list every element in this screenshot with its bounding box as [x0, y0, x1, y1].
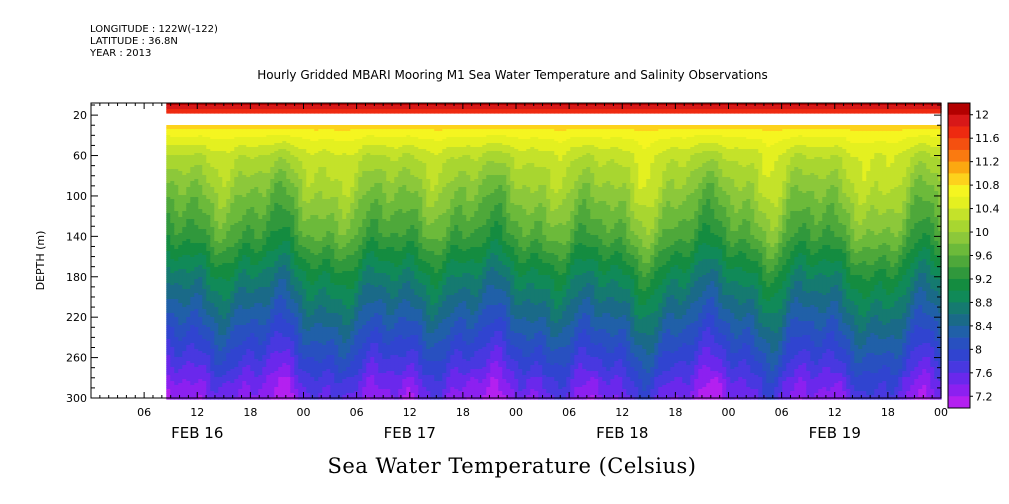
- heatmap-cell: [166, 111, 171, 114]
- heatmap-cell: [198, 111, 203, 114]
- heatmap-cell: [174, 111, 179, 114]
- plot-area: [91, 103, 942, 400]
- heatmap-cell: [218, 111, 223, 114]
- heatmap-cell: [194, 111, 199, 114]
- temperature-chart: 2060100140180220260300DEPTH (m)06 12 18 00 0…: [0, 0, 1009, 504]
- heatmap-cell: [182, 111, 187, 114]
- heatmap-cell: [178, 111, 183, 114]
- heatmap-cell: [202, 111, 207, 114]
- heatmap-cell: [210, 111, 215, 114]
- heatmap-cell: [170, 111, 175, 114]
- heatmap-cells: [166, 103, 941, 400]
- heatmap-cell: [186, 111, 191, 114]
- heatmap-cell: [214, 111, 219, 114]
- heatmap-cell: [206, 111, 211, 114]
- heatmap-cell: [190, 111, 195, 114]
- heatmap-cell: [222, 111, 227, 114]
